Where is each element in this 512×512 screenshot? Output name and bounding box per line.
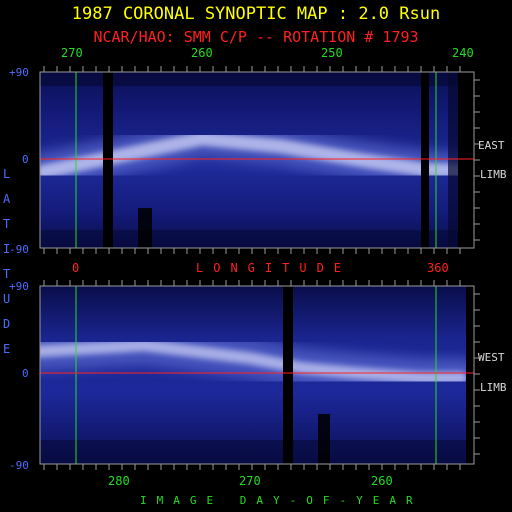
latitude-label-letter: D — [3, 317, 11, 331]
bottom-data-gap-2 — [318, 414, 330, 464]
bottom-panel-frame — [39, 285, 475, 465]
east-limb-label: LIMB — [480, 168, 507, 181]
top-lat-tick-minus90: -90 — [9, 243, 29, 256]
bottom-x-tick-280: 280 — [108, 474, 130, 488]
top-south-dark-strip — [40, 230, 458, 248]
top-x-tick-250: 250 — [321, 46, 343, 60]
west-label: WEST — [478, 351, 505, 364]
top-data-gap-3 — [421, 72, 429, 248]
bottom-bright-band — [40, 339, 466, 384]
longitude-tick-360: 360 — [427, 261, 449, 275]
chart-title: 1987 CORONAL SYNOPTIC MAP : 2.0 Rsun — [71, 4, 441, 24]
top-data-gap-4 — [448, 72, 458, 248]
bottom-lat-tick-0: 0 — [22, 367, 29, 380]
west-limb-label: LIMB — [480, 381, 507, 394]
bottom-tick-marks — [43, 280, 480, 470]
latitude-label-letter: I — [3, 242, 11, 256]
longitude-tick-0: 0 — [72, 261, 80, 275]
top-lat-tick-plus90: +90 — [9, 66, 29, 79]
top-x-tick-260: 260 — [191, 46, 213, 60]
chart-subtitle: NCAR/HAO: SMM C/P -- ROTATION # 1793 — [93, 28, 419, 46]
east-label: EAST — [478, 139, 505, 152]
top-x-tick-240: 240 — [452, 46, 474, 60]
latitude-label-letter: T — [3, 267, 11, 281]
top-lat-tick-0: 0 — [22, 153, 29, 166]
top-data-gap-2 — [138, 208, 152, 248]
bottom-x-tick-260: 260 — [371, 474, 393, 488]
day-of-year-axis-label: IMAGE DAY-OF-YEAR — [140, 494, 423, 507]
latitude-label-letter: U — [3, 292, 11, 306]
top-data-gap-1 — [103, 72, 113, 248]
latitude-label-letter: E — [3, 342, 11, 356]
top-north-dark-strip — [40, 72, 458, 86]
latitude-label-letter: A — [3, 192, 11, 206]
bottom-data-gap-1 — [283, 286, 293, 464]
bottom-lat-tick-minus90: -90 — [9, 459, 29, 472]
bottom-south-dark-strip — [40, 440, 466, 464]
top-x-tick-270: 270 — [61, 46, 83, 60]
top-panel — [39, 66, 480, 254]
bottom-lat-tick-plus90: +90 — [9, 280, 29, 293]
top-tick-marks — [43, 66, 480, 254]
bottom-x-tick-270: 270 — [239, 474, 261, 488]
longitude-axis-label: LONGITUDE — [196, 261, 352, 275]
latitude-label-letter: L — [3, 167, 11, 181]
bottom-panel — [39, 280, 480, 470]
latitude-label-letter: T — [3, 217, 11, 231]
